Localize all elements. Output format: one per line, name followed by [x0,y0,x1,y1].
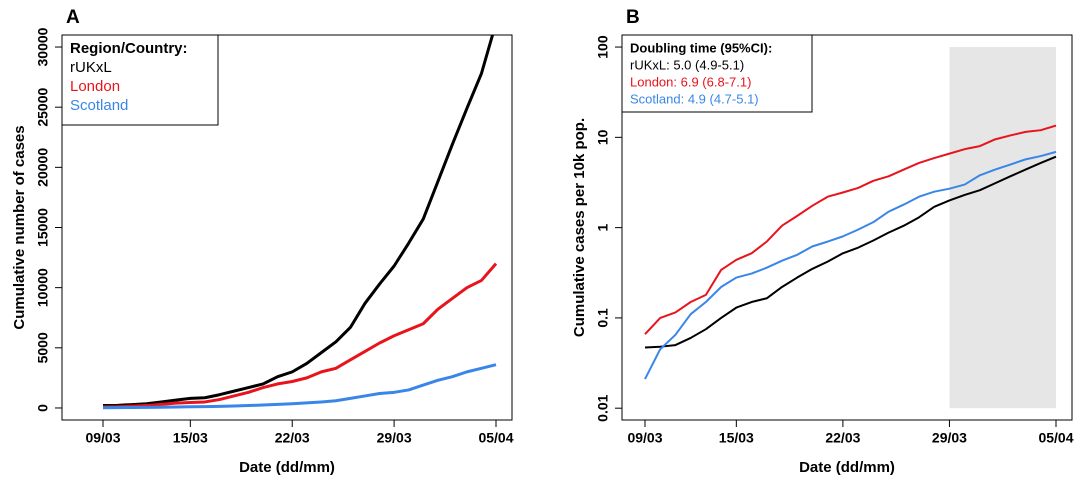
series-line [644,155,1057,349]
x-tick-label: 09/03 [627,430,662,446]
series-line [644,150,1057,380]
series-line [102,35,495,408]
x-tick-label: 09/03 [85,430,120,446]
y-tick-label: 0.1 [595,308,611,328]
x-axis-label: Date (dd/mm) [239,459,335,476]
legend-title: Doubling time (95%CI): [630,40,772,55]
legend-entry: Scotland: 4.9 (4.7-5.1) [630,91,759,106]
x-tick-label: 29/03 [932,430,967,446]
y-tick-label: 100 [595,35,611,59]
y-tick-label: 0 [35,404,51,412]
legend-box [621,34,813,113]
plot-area [644,124,1057,380]
legend-entry: Scotland [70,97,128,114]
x-tick-label: 22/03 [275,430,310,446]
panel-label: B [626,7,640,28]
y-tick-label: 10 [595,129,611,145]
x-tick-label: 22/03 [825,430,860,446]
series-line [644,124,1057,335]
legend-entry: London [70,78,120,95]
y-axis-label: Cumulative number of cases [11,125,28,329]
legend-entry: rUKxL: 5.0 (4.9-5.1) [630,57,744,72]
y-tick-label: 5000 [35,332,51,363]
panel-label: A [66,7,80,28]
y-tick-label: 10000 [35,268,51,307]
series-line [102,363,497,410]
series-line [102,262,498,409]
legend-title: Region/Country: [70,40,188,57]
y-tick-label: 30000 [35,27,51,66]
y-tick-label: 0.01 [595,394,611,421]
x-tick-label: 15/03 [173,430,208,446]
y-tick-label: 1 [595,224,611,232]
legend-entry: rUKxL [70,59,112,76]
x-axis-label: Date (dd/mm) [799,459,895,476]
x-tick-label: 29/03 [377,430,412,446]
y-tick-label: 15000 [35,208,51,247]
y-tick-label: 20000 [35,148,51,187]
y-tick-label: 25000 [35,88,51,127]
x-tick-label: 05/04 [1038,430,1073,446]
legend-box [61,34,219,126]
x-tick-label: 15/03 [719,430,754,446]
plot-area [102,35,498,410]
x-tick-label: 05/04 [478,430,513,446]
legend-entry: London: 6.9 (6.8-7.1) [630,74,751,89]
y-axis-label: Cumulative cases per 10k pop. [571,118,588,337]
shaded-region [949,47,1056,409]
